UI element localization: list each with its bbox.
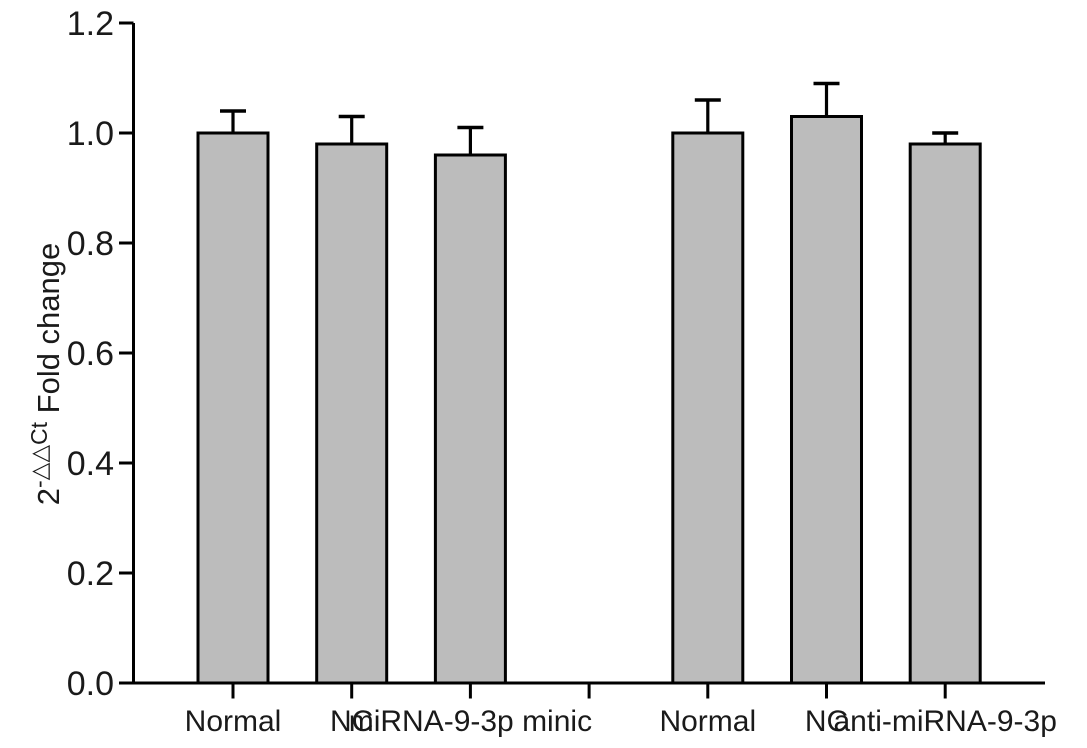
bar-anti-mirna-9-3p-5 [908, 142, 982, 685]
y-tick-label-0.0: 0.0 [67, 665, 114, 703]
y-tick-label-0.8: 0.8 [67, 225, 114, 263]
x-label-nc-1: NC [330, 705, 373, 738]
y-axis-title-rest: Fold change [30, 242, 66, 422]
bar-nc-4 [790, 115, 863, 685]
x-label-mirna-9-3p-minic-2: miRNA-9-3p minic [349, 705, 592, 738]
bar-nc-1 [315, 142, 389, 685]
y-axis-title: 2 -△△Ct Fold change [18, 174, 78, 574]
x-label-nc-4: NC [805, 705, 848, 738]
axes-lines [132, 23, 1045, 685]
y-axis-title-base: 2 [30, 488, 66, 506]
bar-normal-0 [196, 131, 270, 685]
y-tick-label-0.6: 0.6 [67, 335, 114, 373]
y-tick-label-0.2: 0.2 [67, 555, 114, 593]
y-tick-label-1.0: 1.0 [67, 115, 114, 153]
y-tick-label-0.4: 0.4 [67, 445, 114, 483]
x-label-normal-3: Normal [659, 705, 756, 738]
x-label-normal-0: Normal [185, 705, 282, 738]
x-label-anti-mirna-9-3p-5: anti-miRNA-9-3p [834, 705, 1057, 738]
bar-normal-3 [671, 131, 745, 685]
y-axis-title-superscript: -△△Ct [25, 421, 52, 489]
y-tick-label-1.2: 1.2 [67, 5, 114, 43]
bar-mirna-9-3p-minic-2 [433, 153, 507, 685]
